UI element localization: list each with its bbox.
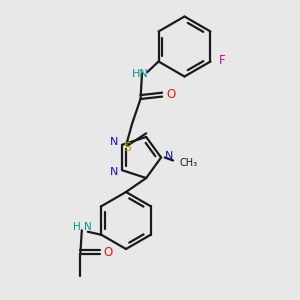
- Text: N: N: [165, 151, 174, 161]
- Text: N: N: [110, 137, 118, 147]
- Text: N: N: [84, 222, 92, 232]
- Text: O: O: [103, 246, 113, 259]
- Text: O: O: [166, 88, 175, 101]
- Text: HN: HN: [132, 68, 149, 79]
- Text: CH₃: CH₃: [179, 158, 197, 169]
- Text: N: N: [110, 167, 118, 177]
- Text: F: F: [219, 53, 225, 67]
- Text: H: H: [73, 222, 80, 232]
- Text: S: S: [123, 141, 131, 154]
